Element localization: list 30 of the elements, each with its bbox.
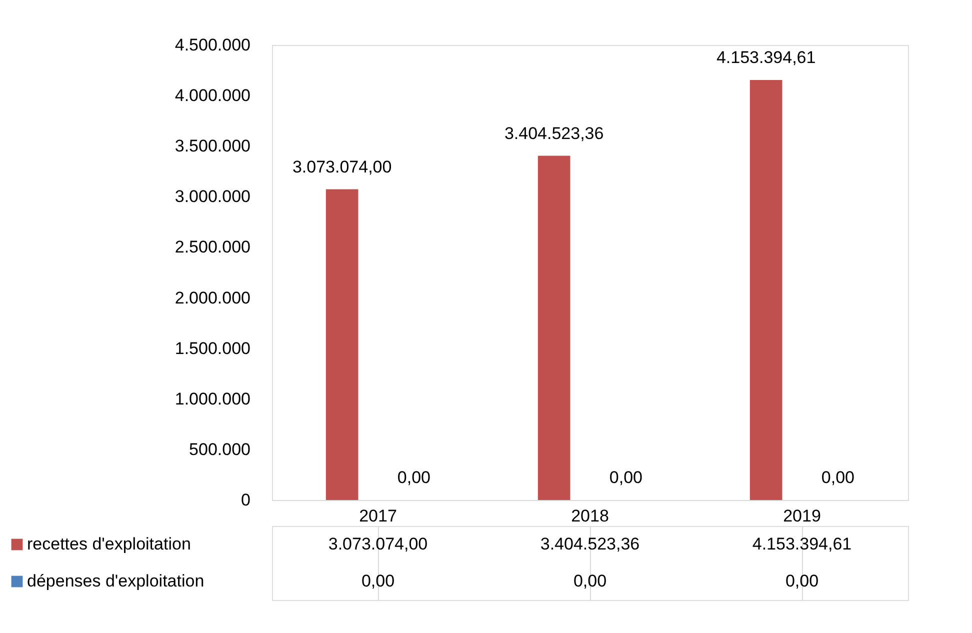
y-tick-label: 1.000.000 <box>174 389 250 408</box>
text: 0,00 <box>397 468 430 487</box>
y-tick-label: 3.000.000 <box>174 187 250 206</box>
legend-label: dépenses d'exploitation <box>27 572 204 590</box>
y-tick-label: 2.500.000 <box>174 238 250 257</box>
data-label: 0,00 <box>573 572 607 590</box>
data-label: 3.404.523,36 <box>540 534 640 554</box>
y-tick-label: 1.500.000 <box>174 338 250 358</box>
y-tick-label: 500.000 <box>189 440 250 459</box>
x-tick-label: 2017 <box>359 506 397 526</box>
y-tick-label: 0 <box>241 490 250 510</box>
data-label: 4.153.394,61 <box>752 534 852 554</box>
text: 4.153.394,61 <box>716 48 816 68</box>
legend-label: recettes d'exploitation <box>27 534 191 554</box>
bar <box>326 189 358 500</box>
text: 3.073.074,00 <box>292 157 392 176</box>
text: 0,00 <box>609 468 642 487</box>
x-tick-label: 2019 <box>783 506 821 526</box>
y-tick-label: 4.000.000 <box>174 86 250 106</box>
text: 3.404.523,36 <box>504 124 604 143</box>
bar <box>538 156 570 500</box>
y-tick-label: 3.500.000 <box>174 136 250 156</box>
data-label: 0,00 <box>361 572 395 590</box>
y-tick-label: 4.500.000 <box>174 36 250 54</box>
y-tick-label: 2.000.000 <box>174 288 250 308</box>
text: 0,00 <box>821 468 854 487</box>
x-tick-label: 2018 <box>571 506 609 526</box>
data-label: 3.073.074,00 <box>328 534 428 554</box>
data-label: 0,00 <box>785 572 819 590</box>
bar <box>750 80 782 500</box>
